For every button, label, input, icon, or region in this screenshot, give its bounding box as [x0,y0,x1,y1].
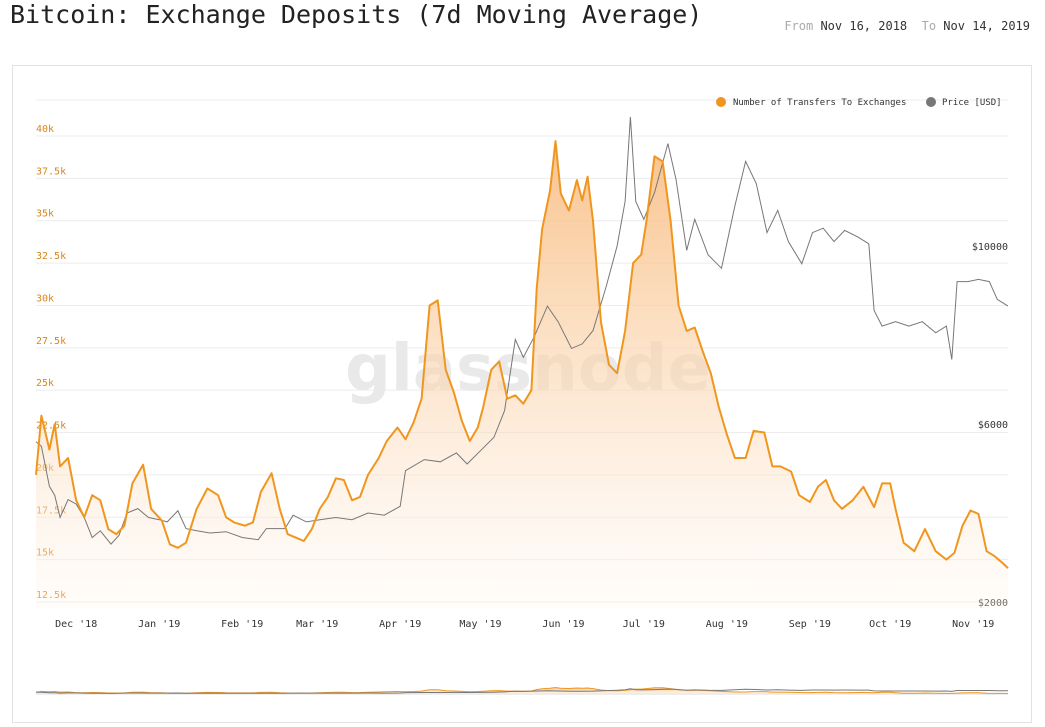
from-date[interactable]: Nov 16, 2018 [820,19,908,33]
y-tick-label: 30k [36,293,54,304]
navigator-price-line [36,688,1009,694]
legend-price-label: Price [USD] [942,98,1002,108]
transfers-area [36,141,1008,608]
x-tick-label: Nov '19 [952,619,994,630]
legend-transfers-label: Number of Transfers To Exchanges [733,98,906,108]
legend-transfers-marker [716,97,726,107]
price-line [35,116,1009,545]
y-tick-label: 40k [36,124,54,135]
x-tick-label: Jun '19 [542,619,584,630]
y-tick-label-right: $6000 [978,420,1008,431]
page-title: Bitcoin: Exchange Deposits (7d Moving Av… [10,0,703,29]
navigator-area [36,687,1008,694]
x-tick-label: Feb '19 [221,619,263,630]
y-tick-label: 25k [36,378,54,389]
y-tick-label: 37.5k [36,166,66,177]
y-tick-label: 35k [36,209,54,220]
navigator[interactable] [35,686,1009,695]
date-range[interactable]: From Nov 16, 2018 To Nov 14, 2019 [784,19,1030,33]
to-date[interactable]: Nov 14, 2019 [943,19,1030,33]
y-tick-label: 22.5k [36,421,66,432]
from-label: From [784,19,814,33]
x-tick-label: May '19 [459,619,501,630]
x-tick-label: Dec '18 [55,619,97,630]
series-layer [35,116,1009,608]
x-tick-label: Oct '19 [869,619,911,630]
to-label: To [921,19,937,33]
chart-panel [12,65,1032,723]
y-tick-label-right: $10000 [972,242,1008,253]
x-tick-label: Jan '19 [138,619,180,630]
y-tick-label: 32.5k [36,251,66,262]
y-tick-label: 27.5k [36,336,66,347]
transfers-line [35,140,1009,569]
x-tick-label: Apr '19 [379,619,421,630]
x-tick-label: Aug '19 [706,619,748,630]
x-tick-label: Mar '19 [296,619,338,630]
legend[interactable]: Number of Transfers To Exchanges Price [U… [716,97,1002,108]
x-axis: Dec '18 Jan '19 Feb '19 Mar '19 Apr '19 May '… [55,619,994,630]
x-tick-label: Jul '19 [623,619,665,630]
x-tick-label: Sep '19 [789,619,831,630]
legend-price-marker [926,97,936,107]
